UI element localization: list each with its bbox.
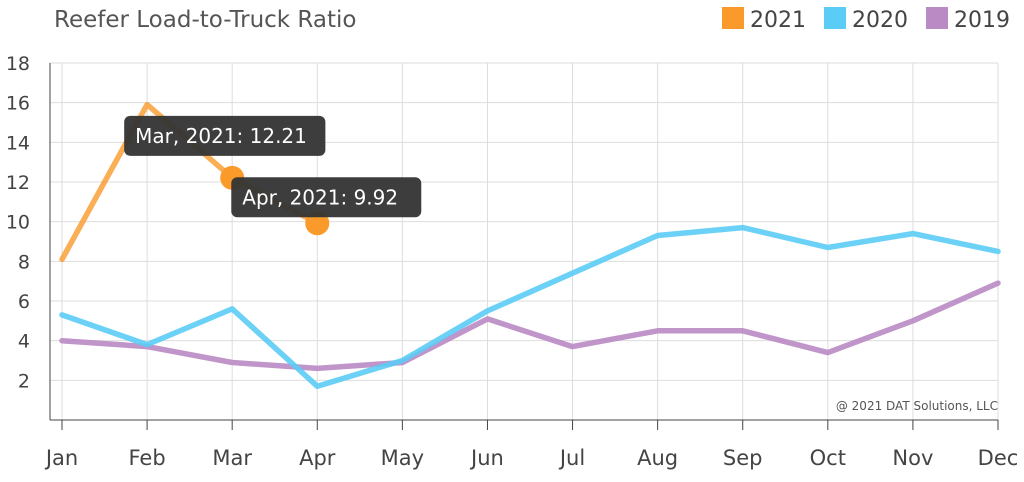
legend-label-2021[interactable]: 2021 bbox=[750, 8, 806, 33]
tooltip-text: Mar, 2021: 12.21 bbox=[135, 124, 307, 148]
axes: 2 4 6 8 10 12 14 16 18 Jan Feb Mar Apr May Jun Jul Aug Se… bbox=[6, 53, 1019, 470]
tooltip-box bbox=[231, 177, 422, 218]
x-tick-label: Sep bbox=[723, 446, 763, 470]
x-tick-label: Dec bbox=[978, 446, 1019, 470]
legend-swatch-2020[interactable] bbox=[824, 7, 846, 29]
tooltips: Mar, 2021: 12.21 Apr, 2021: 9.92 bbox=[124, 115, 422, 218]
y-tick-label: 14 bbox=[6, 132, 30, 154]
y-tick-label: 6 bbox=[18, 291, 30, 313]
legend-swatch-2019[interactable] bbox=[926, 7, 948, 29]
y-tick-label: 8 bbox=[18, 251, 30, 273]
x-tick-label: Jun bbox=[469, 446, 504, 470]
x-tick-label: Apr bbox=[299, 446, 336, 470]
y-tick-label: 4 bbox=[18, 331, 30, 353]
x-tick-label: Oct bbox=[810, 446, 846, 470]
legend-swatch-2021[interactable] bbox=[722, 7, 744, 29]
y-tick-label: 18 bbox=[6, 53, 30, 75]
x-tick-label: May bbox=[381, 446, 424, 470]
series-line-2019 bbox=[59, 280, 1001, 372]
tooltip-text: Apr, 2021: 9.92 bbox=[242, 185, 398, 209]
x-tick-label: Jan bbox=[44, 446, 78, 470]
y-tick-label: 12 bbox=[6, 172, 30, 194]
y-tick-label: 16 bbox=[6, 93, 30, 115]
y-tick-label: 2 bbox=[18, 370, 30, 392]
x-tick-label: Feb bbox=[128, 446, 165, 470]
credit-text: @ 2021 DAT Solutions, LLC bbox=[836, 399, 998, 413]
tooltip-box bbox=[124, 115, 326, 156]
legend: 2021 2020 2019 bbox=[722, 7, 1010, 33]
legend-label-2019[interactable]: 2019 bbox=[954, 8, 1010, 33]
x-tick-label: Jul bbox=[558, 446, 585, 470]
series-line-2020 bbox=[59, 224, 1001, 390]
y-tick-label: 10 bbox=[6, 212, 30, 234]
legend-label-2020[interactable]: 2020 bbox=[852, 8, 908, 33]
x-tick-label: Mar bbox=[212, 446, 252, 470]
chart-title: Reefer Load-to-Truck Ratio bbox=[54, 7, 356, 33]
x-tick-label: Nov bbox=[892, 446, 933, 470]
x-tick-label: Aug bbox=[637, 446, 678, 470]
